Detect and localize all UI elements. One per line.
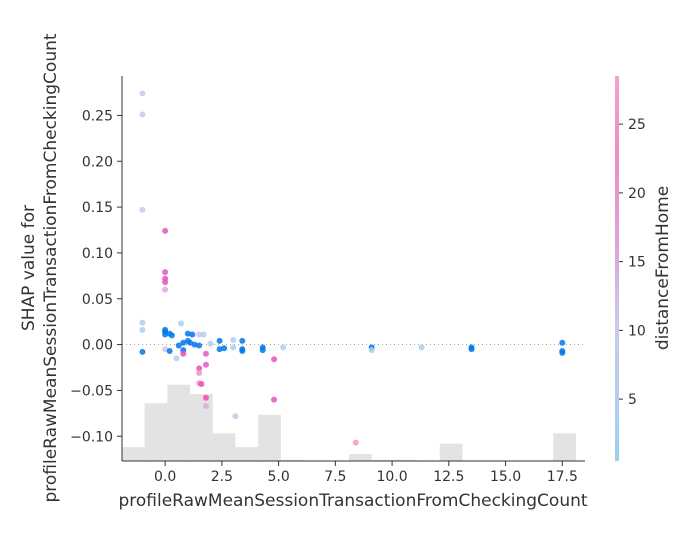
histogram-bar: [394, 459, 418, 461]
scatter-point: [162, 279, 169, 286]
scatter-point: [230, 344, 237, 351]
colorbar-tick-label: 10: [628, 323, 646, 339]
feature-histogram: [122, 384, 576, 461]
colorbar-tick-label: 5: [628, 392, 637, 408]
y-tick-label: 0.20: [82, 154, 113, 170]
scatter-point: [175, 342, 182, 349]
scatter-point: [180, 339, 187, 346]
histogram-bar: [144, 403, 168, 461]
scatter-point: [139, 111, 146, 118]
scatter-point: [189, 331, 196, 338]
scatter-point: [162, 331, 169, 338]
scatter-point: [196, 342, 203, 349]
scatter-point: [139, 90, 146, 97]
histogram-bar: [235, 447, 259, 461]
scatter-point: [178, 320, 185, 327]
scatter-point: [259, 347, 266, 354]
scatter-point: [271, 356, 278, 363]
scatter-point: [207, 340, 214, 347]
colorbar-tick-label: 25: [628, 117, 646, 133]
colorbar-label: distanceFromHome: [653, 186, 673, 350]
scatter-point: [216, 346, 223, 353]
x-tick-label: 7.5: [324, 469, 346, 485]
histogram-bar: [122, 447, 145, 461]
scatter-point: [352, 439, 359, 446]
colorbar-ticks: 5 10 15 20 25: [619, 117, 646, 408]
scatter-point: [202, 361, 209, 368]
scatter-point: [271, 396, 278, 403]
histogram-bar: [280, 459, 304, 461]
scatter-point: [196, 365, 203, 372]
scatter-point: [184, 330, 191, 337]
colorbar-tick-label: 15: [628, 255, 646, 271]
scatter-point: [200, 331, 207, 338]
x-tick-label: 10.0: [376, 469, 407, 485]
y-axis-label-line2: profileRawMeanSessionTransactionFromChec…: [41, 33, 61, 502]
scatter-point: [191, 341, 198, 348]
scatter-point: [168, 332, 175, 339]
scatter-point: [202, 350, 209, 357]
y-axis-ticks: −0.10 −0.05 0.00 0.05 0.10 0.15 0.20 0.25: [70, 108, 122, 445]
y-tick-label: −0.10: [70, 429, 113, 445]
y-tick-label: 0.15: [82, 200, 113, 216]
scatter-point: [198, 381, 205, 387]
scatter-point: [202, 394, 209, 401]
scatter-point: [559, 339, 566, 346]
histogram-bar: [371, 459, 395, 461]
y-tick-label: 0.05: [82, 292, 113, 308]
x-axis-label: profileRawMeanSessionTransactionFromChec…: [118, 491, 587, 511]
scatter-point: [162, 286, 169, 293]
scatter-point: [139, 206, 146, 213]
scatter-point: [239, 337, 246, 344]
scatter-points: [139, 90, 566, 446]
scatter-point: [180, 350, 187, 357]
scatter-point: [187, 339, 194, 346]
x-tick-label: 15.0: [490, 469, 521, 485]
y-tick-label: −0.05: [70, 383, 113, 399]
x-tick-label: 5.0: [267, 469, 289, 485]
histogram-bar: [553, 433, 576, 461]
scatter-point: [232, 413, 239, 420]
scatter-point: [196, 370, 203, 376]
scatter-point: [139, 348, 146, 355]
histogram-bar: [190, 394, 213, 461]
scatter-point: [280, 344, 287, 351]
histogram-bar: [167, 384, 191, 461]
histogram-bar: [439, 443, 463, 461]
scatter-point: [173, 355, 180, 362]
scatter-point: [239, 348, 246, 354]
scatter-point: [166, 348, 173, 354]
scatter-point: [139, 326, 146, 333]
scatter-point: [139, 319, 146, 326]
histogram-bar: [348, 454, 372, 461]
scatter-point: [216, 337, 223, 344]
colorbar: [615, 76, 619, 461]
y-tick-label: 0.10: [82, 246, 113, 262]
y-axis-label-line1: SHAP value for: [19, 205, 39, 331]
scatter-point: [368, 347, 375, 354]
histogram-bar: [258, 414, 281, 461]
colorbar-tick-label: 20: [628, 186, 646, 202]
scatter-point: [468, 346, 475, 353]
scatter-point: [196, 331, 203, 338]
y-tick-label: 0.25: [82, 108, 113, 124]
scatter-point: [221, 345, 228, 352]
scatter-point: [202, 403, 209, 409]
x-tick-label: 2.5: [211, 469, 233, 485]
scatter-point: [418, 344, 425, 351]
scatter-point: [230, 337, 237, 343]
scatter-point: [559, 349, 566, 356]
x-tick-label: 12.5: [433, 469, 464, 485]
histogram-bar: [212, 433, 236, 461]
scatter-point: [162, 227, 169, 234]
x-axis-ticks: 0.0 2.5 5.0 7.5 10.0 12.5 15.0 17.5: [154, 461, 578, 485]
y-tick-label: 0.00: [82, 338, 113, 354]
x-tick-label: 17.5: [547, 469, 578, 485]
scatter-point: [162, 346, 169, 353]
scatter-point: [162, 269, 169, 276]
x-tick-label: 0.0: [154, 469, 176, 485]
